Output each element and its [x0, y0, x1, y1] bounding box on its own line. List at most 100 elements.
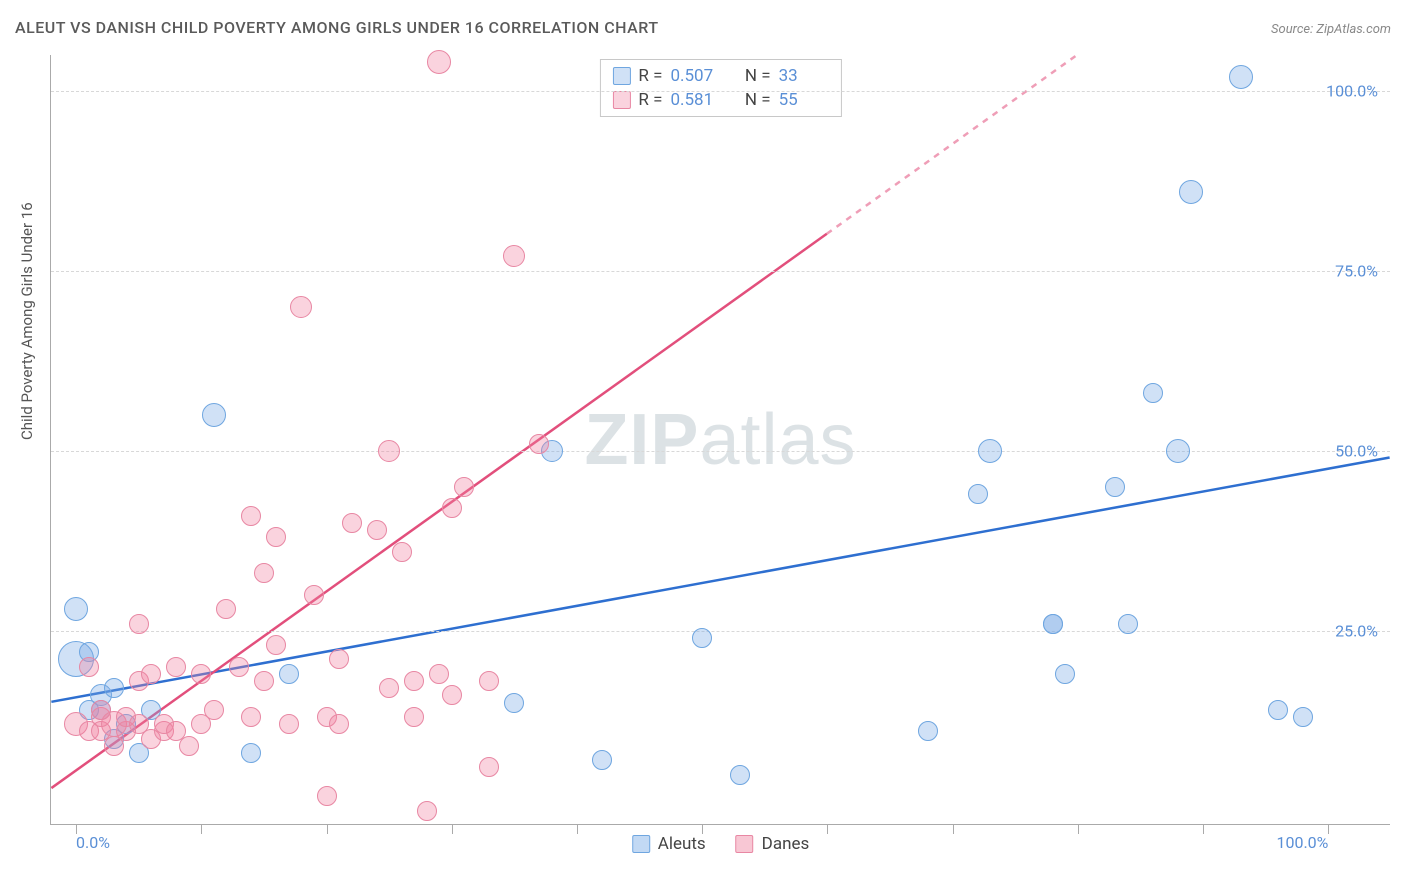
watermark: ZIPatlas — [584, 399, 856, 481]
x-tick-mark — [1328, 824, 1329, 834]
data-point — [1293, 707, 1313, 727]
x-tick-label: 100.0% — [1276, 833, 1328, 852]
legend-swatch — [612, 67, 630, 85]
data-point — [1179, 180, 1203, 204]
x-tick-mark — [953, 824, 954, 834]
data-point — [504, 693, 524, 713]
x-tick-mark — [1078, 824, 1079, 834]
legend-r-value: 0.507 — [670, 66, 720, 86]
data-point — [342, 513, 362, 533]
data-point — [266, 527, 286, 547]
data-point — [304, 585, 324, 605]
x-tick-mark — [327, 824, 328, 834]
data-point — [730, 765, 750, 785]
legend-label: Danes — [762, 834, 810, 854]
data-point — [1105, 477, 1125, 497]
data-point — [1043, 614, 1063, 634]
data-point — [479, 671, 499, 691]
data-point — [968, 484, 988, 504]
legend-n-value: 33 — [779, 66, 829, 86]
data-point — [166, 657, 186, 677]
y-tick-label: 50.0% — [1335, 441, 1378, 460]
x-tick-mark — [577, 824, 578, 834]
legend-row: R =0.581 N =55 — [612, 90, 828, 110]
data-point — [503, 245, 525, 267]
legend-swatch — [736, 835, 754, 853]
data-point — [254, 563, 274, 583]
y-tick-label: 100.0% — [1326, 81, 1378, 100]
y-tick-label: 25.0% — [1335, 621, 1378, 640]
data-point — [141, 664, 161, 684]
data-point — [1055, 664, 1075, 684]
data-point — [479, 757, 499, 777]
data-point — [241, 506, 261, 526]
data-point — [266, 635, 286, 655]
legend-n-value: 55 — [779, 90, 829, 110]
data-point — [329, 714, 349, 734]
data-point — [442, 685, 462, 705]
data-point — [454, 477, 474, 497]
data-point — [392, 542, 412, 562]
data-point — [229, 657, 249, 677]
gridline — [51, 91, 1390, 92]
data-point — [417, 801, 437, 821]
data-point — [404, 671, 424, 691]
data-point — [1143, 383, 1163, 403]
y-axis-label: Child Poverty Among Girls Under 16 — [18, 202, 36, 440]
legend-row: R =0.507 N =33 — [612, 66, 828, 86]
legend-item: Danes — [736, 834, 810, 854]
data-point — [592, 750, 612, 770]
data-point — [367, 520, 387, 540]
x-tick-mark — [201, 824, 202, 834]
data-point — [79, 657, 99, 677]
data-point — [241, 743, 261, 763]
data-point — [379, 678, 399, 698]
data-point — [1166, 439, 1190, 463]
chart-title: ALEUT VS DANISH CHILD POVERTY AMONG GIRL… — [15, 18, 659, 37]
scatter-plot: ZIPatlas R =0.507 N =33R =0.581 N =55 Al… — [50, 55, 1390, 825]
correlation-legend: R =0.507 N =33 R =0.581 N =55 — [599, 59, 841, 117]
data-point — [427, 50, 451, 74]
x-tick-mark — [1203, 824, 1204, 834]
legend-r-value: 0.581 — [670, 90, 720, 110]
data-point — [378, 440, 400, 462]
source-attribution: Source: ZipAtlas.com — [1271, 22, 1391, 37]
legend-swatch — [612, 91, 630, 109]
data-point — [692, 628, 712, 648]
data-point — [204, 700, 224, 720]
data-point — [279, 664, 299, 684]
data-point — [279, 714, 299, 734]
data-point — [978, 439, 1002, 463]
data-point — [329, 649, 349, 669]
data-point — [202, 403, 226, 427]
data-point — [1229, 65, 1253, 89]
legend-label: Aleuts — [658, 834, 706, 854]
data-point — [529, 434, 549, 454]
data-point — [429, 664, 449, 684]
gridline — [51, 271, 1390, 272]
data-point — [64, 597, 88, 621]
gridline — [51, 631, 1390, 632]
x-tick-mark — [827, 824, 828, 834]
data-point — [290, 296, 312, 318]
data-point — [104, 678, 124, 698]
legend-swatch — [632, 835, 650, 853]
data-point — [129, 614, 149, 634]
legend-item: Aleuts — [632, 834, 706, 854]
data-point — [317, 786, 337, 806]
data-point — [216, 599, 236, 619]
data-point — [241, 707, 261, 727]
data-point — [1118, 614, 1138, 634]
data-point — [179, 736, 199, 756]
data-point — [404, 707, 424, 727]
data-point — [918, 721, 938, 741]
x-tick-mark — [702, 824, 703, 834]
y-tick-label: 75.0% — [1335, 261, 1378, 280]
data-point — [254, 671, 274, 691]
data-point — [191, 664, 211, 684]
series-legend: Aleuts Danes — [632, 834, 810, 854]
x-tick-label: 0.0% — [76, 833, 110, 852]
data-point — [1268, 700, 1288, 720]
data-point — [442, 498, 462, 518]
x-tick-mark — [452, 824, 453, 834]
